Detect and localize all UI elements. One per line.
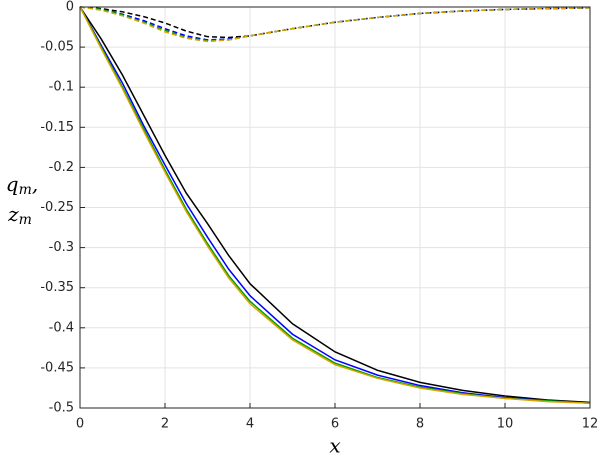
x-tick-label: 2 bbox=[161, 417, 169, 432]
x-tick-label: 12 bbox=[582, 417, 599, 432]
y-tick-label: 0 bbox=[66, 0, 74, 15]
y-label-base: z bbox=[7, 202, 19, 226]
y-label-sub: m bbox=[19, 182, 32, 198]
x-axis-label: x bbox=[329, 434, 340, 458]
y-tick-label: -0.5 bbox=[49, 401, 74, 416]
y-axis-label-line: qm, bbox=[6, 172, 38, 199]
x-tick-label: 8 bbox=[416, 417, 424, 432]
series-line bbox=[79, 6, 591, 404]
series-line bbox=[79, 6, 591, 404]
y-tick-label: -0.1 bbox=[49, 80, 74, 95]
y-tick-label: -0.4 bbox=[49, 320, 74, 335]
y-label-sep: , bbox=[32, 172, 38, 196]
y-label-sub: m bbox=[19, 212, 32, 228]
y-tick-label: -0.15 bbox=[40, 120, 74, 135]
y-label-base: q bbox=[6, 172, 19, 196]
y-tick-label: -0.2 bbox=[49, 160, 74, 175]
series-line bbox=[79, 6, 591, 404]
y-tick-label: -0.45 bbox=[40, 360, 74, 375]
y-tick-label: -0.25 bbox=[40, 200, 74, 215]
y-tick-label: -0.35 bbox=[40, 280, 74, 295]
plot-frame bbox=[79, 6, 591, 409]
y-tick-label: -0.05 bbox=[40, 40, 74, 55]
y-tick-label: -0.3 bbox=[49, 240, 74, 255]
series-line bbox=[79, 6, 591, 43]
y-axis-label-line: zm bbox=[7, 202, 32, 229]
x-tick-label: 10 bbox=[497, 417, 514, 432]
x-tick-label: 0 bbox=[76, 417, 84, 432]
x-tick-label: 4 bbox=[246, 417, 254, 432]
x-tick-label: 6 bbox=[331, 417, 339, 432]
